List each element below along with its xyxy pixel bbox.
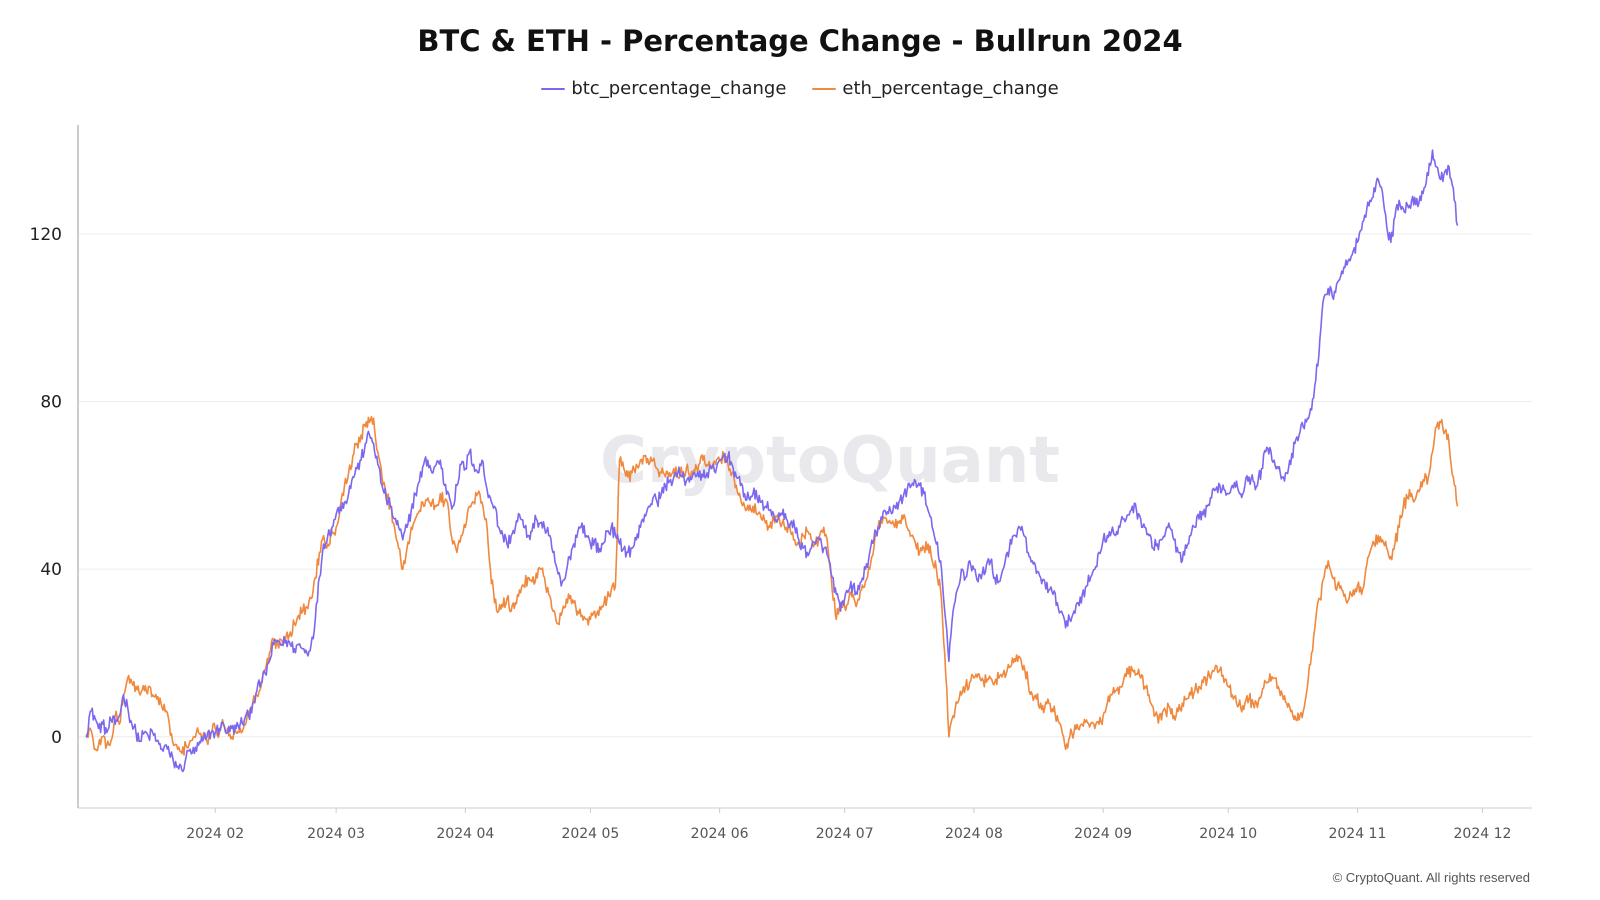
legend-swatch-eth xyxy=(812,87,837,90)
legend-swatch-btc xyxy=(541,87,566,90)
series-line-eth[interactable] xyxy=(85,416,1459,756)
x-tick-labels: 2024 02 2024 03 2024 04 2024 05 2024 06 2024 … xyxy=(186,808,1511,842)
legend-item-btc[interactable]: btc_percentage_change xyxy=(541,78,786,99)
x-tick-label: 2024 06 xyxy=(691,826,749,842)
x-tick-label: 2024 10 xyxy=(1199,826,1257,842)
y-tick-label: 0 xyxy=(51,728,62,748)
copyright-notice: © CryptoQuant. All rights reserved xyxy=(1332,870,1530,885)
y-tick-label: 40 xyxy=(40,560,62,580)
y-tick-labels: 0 40 80 120 xyxy=(30,225,62,748)
series-lines xyxy=(85,149,1459,773)
chart-title: BTC & ETH - Percentage Change - Bullrun … xyxy=(417,24,1183,58)
x-tick-label: 2024 09 xyxy=(1074,826,1132,842)
x-tick-label: 2024 04 xyxy=(436,826,494,842)
x-tick-label: 2024 02 xyxy=(186,826,244,842)
x-tick-label: 2024 12 xyxy=(1454,826,1512,842)
legend-label-eth: eth_percentage_change xyxy=(842,78,1059,99)
y-tick-label: 120 xyxy=(30,225,62,245)
legend-item-eth[interactable]: eth_percentage_change xyxy=(812,78,1059,99)
legend: btc_percentage_change eth_percentage_cha… xyxy=(0,78,1600,99)
series-line-btc[interactable] xyxy=(85,149,1459,773)
y-tick-label: 80 xyxy=(40,393,62,413)
legend-label-btc: btc_percentage_change xyxy=(571,78,787,99)
x-tick-label: 2024 03 xyxy=(307,826,365,842)
x-tick-label: 2024 08 xyxy=(945,826,1003,842)
x-tick-label: 2024 11 xyxy=(1328,826,1386,842)
grid-lines xyxy=(78,233,1532,738)
x-tick-label: 2024 07 xyxy=(816,826,874,842)
watermark: CryptoQuant xyxy=(600,424,1060,498)
x-tick-label: 2024 05 xyxy=(561,826,619,842)
